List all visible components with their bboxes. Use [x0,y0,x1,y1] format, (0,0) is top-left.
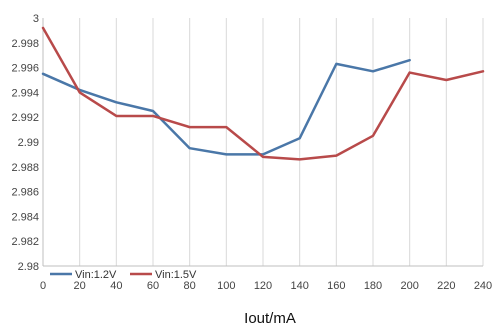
x-tick-label: 180 [364,280,382,292]
y-tick-label: 3 [33,13,39,25]
x-tick-label: 120 [254,280,272,292]
x-tick-label: 0 [40,280,46,292]
x-tick-label: 20 [74,280,86,292]
x-tick-label: 200 [400,280,418,292]
y-tick-label: 2.99 [18,137,39,149]
y-tick-label: 2.982 [11,236,39,248]
y-tick-label: 2.984 [11,211,39,223]
x-tick-label: 40 [110,280,122,292]
y-tick-label: 2.98 [18,261,39,273]
y-tick-label: 2.996 [11,63,39,75]
x-axis-title: Iout/mA [244,310,296,327]
x-tick-label: 80 [184,280,196,292]
legend-label-1: Vin:1.2V [75,269,117,281]
legend: Vin:1.2V Vin:1.5V [50,269,197,281]
series-line-1 [41,58,411,156]
x-tick-label: 240 [474,280,492,292]
y-tick-label: 2.992 [11,112,39,124]
gridlines [79,18,484,266]
tick-labels: 2.98 2.982 2.984 2.986 2.988 2.99 2.992 2.994 2.… [11,13,492,292]
series [41,26,485,161]
x-tick-label: 60 [147,280,159,292]
legend-label-2: Vin:1.5V [155,269,197,281]
y-tick-label: 2.986 [11,187,39,199]
x-tick-label: 140 [290,280,308,292]
x-tick-label: 100 [217,280,235,292]
x-tick-label: 220 [437,280,455,292]
x-tick-label: 160 [327,280,345,292]
y-tick-label: 2.994 [11,87,39,99]
axes [42,18,483,267]
y-tick-label: 2.988 [11,162,39,174]
y-tick-label: 2.998 [11,38,39,50]
series-line-2 [41,26,485,161]
